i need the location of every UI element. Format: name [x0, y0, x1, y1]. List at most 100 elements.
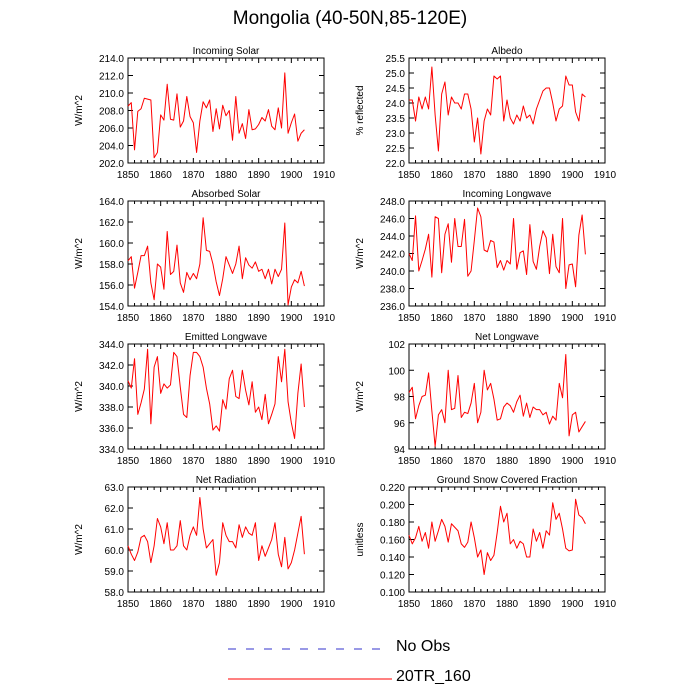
net-radiation-frame	[127, 486, 325, 593]
incoming-longwave-xtick-label-1890: 1890	[529, 313, 552, 324]
albedo-ytick-label-22.0: 22.0	[386, 159, 406, 170]
incoming-solar-xtick-label-1850: 1850	[117, 170, 140, 181]
incoming-solar-ytick-label-206.0: 206.0	[99, 124, 124, 135]
net-radiation-xtick-label-1850: 1850	[117, 599, 140, 610]
emitted-longwave-ytick-label-344.0: 344.0	[99, 340, 124, 351]
ground-snow-covered-fraction-xtick-label-1870: 1870	[463, 599, 486, 610]
net-radiation-ytick-label-59.0: 59.0	[105, 567, 125, 578]
emitted-longwave-xtick-label-1860: 1860	[150, 456, 173, 467]
absorbed-solar-ytick-label-154.0: 154.0	[99, 302, 124, 313]
net-longwave-ytick-label-94: 94	[394, 445, 406, 456]
net-radiation-title: Net Radiation	[196, 475, 257, 486]
net-radiation-series-line	[127, 497, 305, 576]
net-radiation-ytick-label-63.0: 63.0	[105, 483, 125, 494]
net-longwave-ytick-label-102: 102	[388, 340, 405, 351]
net-longwave-frame	[408, 343, 606, 450]
albedo-xtick-label-1880: 1880	[496, 170, 519, 181]
net-longwave-xtick-label-1910: 1910	[594, 456, 617, 467]
incoming-longwave-ytick-label-242.0: 242.0	[380, 250, 405, 261]
ground-snow-covered-fraction-ytick-label-0.160: 0.160	[380, 536, 405, 547]
emitted-longwave-xtick-label-1870: 1870	[182, 456, 205, 467]
net-longwave-xtick-label-1850: 1850	[398, 456, 421, 467]
albedo-xtick-label-1910: 1910	[594, 170, 617, 181]
albedo-ytick-label-24.5: 24.5	[386, 84, 406, 95]
incoming-solar-title: Incoming Solar	[193, 46, 260, 57]
albedo-xtick-label-1860: 1860	[431, 170, 454, 181]
incoming-solar-xtick-label-1900: 1900	[280, 170, 303, 181]
incoming-solar-xtick-label-1910: 1910	[313, 170, 336, 181]
albedo-xtick-label-1900: 1900	[561, 170, 584, 181]
main-title: Mongolia (40-50N,85-120E)	[232, 8, 468, 29]
absorbed-solar-ytick-label-156.0: 156.0	[99, 281, 124, 292]
ground-snow-covered-fraction-xtick-label-1890: 1890	[529, 599, 552, 610]
incoming-solar-ytick-label-210.0: 210.0	[99, 89, 124, 100]
incoming-longwave-ytick-label-240.0: 240.0	[380, 267, 405, 278]
ground-snow-covered-fraction-ytick-label-0.120: 0.120	[380, 571, 405, 582]
albedo-title: Albedo	[491, 46, 523, 57]
albedo-ylabel: % reflected	[355, 85, 366, 135]
emitted-longwave-xtick-label-1910: 1910	[313, 456, 336, 467]
incoming-solar-ytick-label-212.0: 212.0	[99, 72, 124, 83]
ground-snow-covered-fraction-ytick-label-0.140: 0.140	[380, 553, 405, 564]
incoming-solar-ytick-label-214.0: 214.0	[99, 54, 124, 65]
ground-snow-covered-fraction-ytick-label-0.180: 0.180	[380, 518, 405, 529]
incoming-longwave-ytick-label-238.0: 238.0	[380, 285, 405, 296]
net-longwave-xtick-label-1890: 1890	[529, 456, 552, 467]
net-longwave-ytick-label-100: 100	[388, 366, 405, 377]
incoming-longwave-ytick-label-244.0: 244.0	[380, 232, 405, 243]
net-longwave-ylabel: W/m^2	[355, 381, 366, 412]
incoming-solar-ytick-label-202.0: 202.0	[99, 159, 124, 170]
incoming-longwave-ytick-label-246.0: 246.0	[380, 215, 405, 226]
ground-snow-covered-fraction-xtick-label-1880: 1880	[496, 599, 519, 610]
absorbed-solar-ytick-label-158.0: 158.0	[99, 260, 124, 271]
net-radiation-xtick-label-1910: 1910	[313, 599, 336, 610]
ground-snow-covered-fraction-ytick-label-0.100: 0.100	[380, 588, 405, 599]
incoming-longwave-ylabel: W/m^2	[355, 238, 366, 269]
net-radiation-xtick-label-1860: 1860	[150, 599, 173, 610]
incoming-longwave-ytick-label-236.0: 236.0	[380, 302, 405, 313]
net-longwave-series-line	[408, 354, 586, 447]
net-radiation-ylabel: W/m^2	[74, 524, 85, 555]
emitted-longwave-xtick-label-1880: 1880	[215, 456, 238, 467]
albedo-ytick-label-25.5: 25.5	[386, 54, 406, 65]
albedo-ytick-label-25.0: 25.0	[386, 69, 406, 80]
incoming-longwave-series-line	[408, 207, 586, 289]
albedo-ytick-label-23.0: 23.0	[386, 129, 406, 140]
absorbed-solar-ytick-label-160.0: 160.0	[99, 239, 124, 250]
absorbed-solar-ytick-label-164.0: 164.0	[99, 197, 124, 208]
incoming-longwave-xtick-label-1860: 1860	[431, 313, 454, 324]
ground-snow-covered-fraction-xtick-label-1850: 1850	[398, 599, 421, 610]
net-radiation-xtick-label-1890: 1890	[248, 599, 271, 610]
incoming-longwave-xtick-label-1900: 1900	[561, 313, 584, 324]
emitted-longwave-xtick-label-1900: 1900	[280, 456, 303, 467]
net-longwave-xtick-label-1880: 1880	[496, 456, 519, 467]
net-radiation-xtick-label-1870: 1870	[182, 599, 205, 610]
absorbed-solar-xtick-label-1900: 1900	[280, 313, 303, 324]
net-radiation-ytick-label-58.0: 58.0	[105, 588, 125, 599]
emitted-longwave-ytick-label-336.0: 336.0	[99, 424, 124, 435]
incoming-solar-xtick-label-1860: 1860	[150, 170, 173, 181]
emitted-longwave-xtick-label-1890: 1890	[248, 456, 271, 467]
net-longwave-xtick-label-1870: 1870	[463, 456, 486, 467]
emitted-longwave-xtick-label-1850: 1850	[117, 456, 140, 467]
incoming-solar-xtick-label-1890: 1890	[248, 170, 271, 181]
albedo-xtick-label-1870: 1870	[463, 170, 486, 181]
albedo-xtick-label-1890: 1890	[529, 170, 552, 181]
net-longwave-ytick-label-96: 96	[394, 419, 406, 430]
net-longwave-title: Net Longwave	[475, 332, 539, 343]
net-radiation-xtick-label-1900: 1900	[280, 599, 303, 610]
absorbed-solar-xtick-label-1860: 1860	[150, 313, 173, 324]
net-radiation-xtick-label-1880: 1880	[215, 599, 238, 610]
ground-snow-covered-fraction-ytick-label-0.220: 0.220	[380, 483, 405, 494]
albedo-xtick-label-1850: 1850	[398, 170, 421, 181]
net-radiation-ytick-label-61.0: 61.0	[105, 525, 125, 536]
emitted-longwave-series-line	[127, 348, 305, 439]
absorbed-solar-xtick-label-1890: 1890	[248, 313, 271, 324]
absorbed-solar-frame	[127, 200, 325, 307]
ground-snow-covered-fraction-title: Ground Snow Covered Fraction	[437, 475, 578, 486]
ground-snow-covered-fraction-series-line	[408, 498, 586, 575]
emitted-longwave-ytick-label-334.0: 334.0	[99, 445, 124, 456]
absorbed-solar-xtick-label-1850: 1850	[117, 313, 140, 324]
incoming-longwave-xtick-label-1870: 1870	[463, 313, 486, 324]
